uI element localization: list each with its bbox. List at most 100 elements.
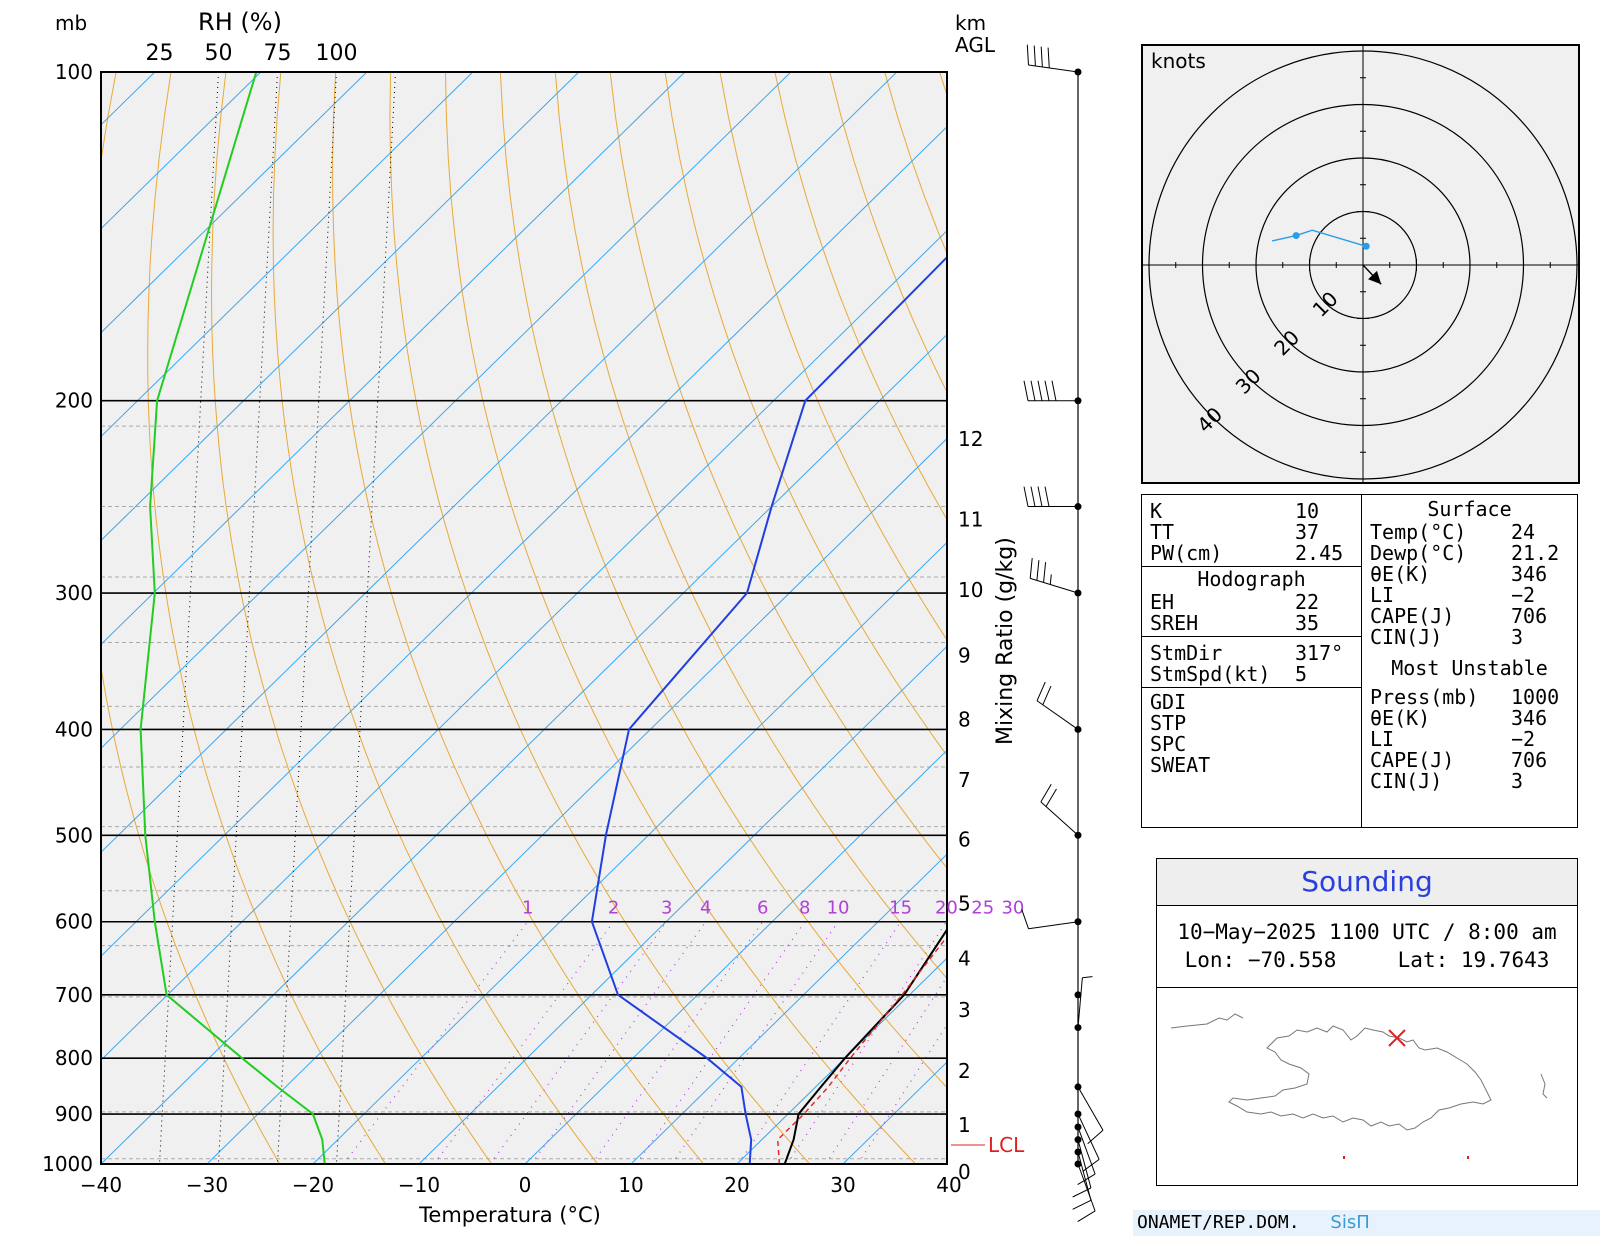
pressure-tick-label: 600 bbox=[55, 910, 93, 934]
index-row-storm: StmSpd(kt) 5 bbox=[1150, 664, 1355, 685]
index-label: Dewp(°C) bbox=[1370, 541, 1467, 565]
temperature-tick-label: −10 bbox=[398, 1173, 440, 1197]
indices-panel: K 10 TT 37 PW(cm) 2.45 Hodograph EH 22 SREH 35 S… bbox=[1141, 494, 1578, 828]
wind-barb bbox=[1026, 44, 1079, 73]
surface-header: Surface bbox=[1427, 497, 1512, 521]
hodograph-frame bbox=[1141, 44, 1580, 484]
index-row-surface: LI −2 bbox=[1370, 585, 1571, 606]
height-tick-label: 11 bbox=[958, 508, 983, 532]
isotherm bbox=[101, 72, 898, 853]
storm-motion-arrow-icon bbox=[1368, 270, 1382, 285]
index-row-mu: CAPE(J) 706 bbox=[1370, 750, 1571, 771]
mixing-ratio-label: 20 bbox=[935, 898, 958, 919]
pressure-tick-label: 300 bbox=[55, 581, 93, 605]
isotherm bbox=[101, 333, 947, 1164]
dry-adiabat bbox=[719, 72, 947, 641]
mixing-ratio-label: 30 bbox=[1001, 898, 1024, 919]
height-tick-label: 10 bbox=[958, 578, 983, 602]
height-tick-label: 5 bbox=[958, 892, 971, 916]
height-tick-label: 3 bbox=[958, 998, 971, 1022]
temperature-tick-label: 40 bbox=[936, 1173, 961, 1197]
wind-barb-flag bbox=[1040, 784, 1052, 803]
temperature-tick-label: 20 bbox=[724, 1173, 749, 1197]
index-row-mu: LI −2 bbox=[1370, 729, 1571, 750]
wind-barb-flag bbox=[1047, 47, 1050, 68]
wind-barb-flag bbox=[1021, 909, 1029, 929]
index-label: TT bbox=[1150, 520, 1175, 544]
index-value: 24 bbox=[1511, 520, 1536, 544]
isotherm bbox=[101, 72, 686, 646]
wind-barb-staff bbox=[1040, 801, 1079, 836]
index-label: SPC bbox=[1150, 732, 1187, 756]
height-axis-unit-agl: AGL bbox=[955, 33, 996, 57]
index-label: StmDir bbox=[1150, 641, 1223, 665]
location-map bbox=[1157, 987, 1577, 1159]
mixing-ratio-line bbox=[635, 921, 806, 1164]
dry-adiabat bbox=[774, 72, 947, 521]
series-rh bbox=[139, 72, 326, 1164]
wind-barb bbox=[1077, 1113, 1100, 1172]
rh-tick-label: 75 bbox=[264, 41, 292, 66]
wind-barb-flag bbox=[1044, 380, 1050, 401]
mixing-ratio-label: 3 bbox=[661, 898, 672, 919]
index-row-other: GDI bbox=[1150, 692, 1355, 713]
wind-barb-flag bbox=[1030, 486, 1036, 507]
mixing-ratio-label: 6 bbox=[757, 898, 768, 919]
wind-barb-flag bbox=[1023, 486, 1029, 507]
series-dewpoint bbox=[590, 255, 947, 1164]
index-row-left: K 10 bbox=[1150, 501, 1355, 522]
wind-barb-staff bbox=[1036, 700, 1079, 730]
dry-adiabat bbox=[210, 72, 493, 1164]
dry-adiabat bbox=[445, 72, 916, 1164]
index-label: LI bbox=[1370, 727, 1395, 751]
temperature-tick-label: −30 bbox=[186, 1173, 228, 1197]
sounding-lon: Lon: −70.558 bbox=[1184, 948, 1337, 972]
temperature-tick-label: −20 bbox=[292, 1173, 334, 1197]
dry-adiabat bbox=[1104, 72, 1130, 1164]
sounding-date: 10−May−2025 1100 UTC / 8:00 am bbox=[1177, 920, 1557, 944]
series-temperature bbox=[783, 927, 947, 1164]
pressure-tick-label: 200 bbox=[55, 389, 93, 413]
pressure-tick-label: 400 bbox=[55, 717, 93, 741]
index-label: θE(K) bbox=[1370, 562, 1431, 586]
isotherm bbox=[101, 72, 792, 750]
isotherm bbox=[101, 72, 368, 334]
sounding-title: Sounding bbox=[1157, 859, 1577, 906]
pressure-axis-label: mb bbox=[55, 11, 87, 35]
isotherm bbox=[949, 72, 1130, 1164]
index-label: LI bbox=[1370, 583, 1395, 607]
isotherm bbox=[736, 957, 947, 1164]
plot-background bbox=[101, 72, 947, 1164]
index-value: −2 bbox=[1511, 583, 1536, 607]
footer-org: ONAMET/REP.DOM. bbox=[1137, 1212, 1300, 1233]
hodograph-point bbox=[1362, 242, 1370, 250]
mixing-ratio-line bbox=[489, 921, 668, 1164]
mixing-ratio-label: 8 bbox=[799, 898, 810, 919]
index-label: SWEAT bbox=[1150, 753, 1211, 777]
height-tick-label: 8 bbox=[958, 707, 971, 731]
hodograph-units: knots bbox=[1151, 49, 1206, 73]
index-row-surface: CIN(J) 3 bbox=[1370, 627, 1571, 648]
wind-barb bbox=[1077, 1163, 1096, 1223]
pressure-tick-label: 900 bbox=[55, 1102, 93, 1126]
height-axis-unit: km bbox=[955, 11, 986, 35]
temperature-tick-label: 0 bbox=[519, 1173, 532, 1197]
mixing-ratio-label: 1 bbox=[522, 898, 533, 919]
index-value: 3 bbox=[1511, 769, 1524, 793]
isotherm bbox=[206, 437, 947, 1164]
index-value: 22 bbox=[1295, 590, 1320, 614]
index-value: 3 bbox=[1511, 625, 1524, 649]
wind-barb-flag bbox=[1045, 788, 1057, 807]
temperature-tick-label: 10 bbox=[618, 1173, 643, 1197]
wind-barb-flag bbox=[1026, 44, 1029, 66]
wind-barb-half-flag bbox=[1049, 574, 1052, 585]
index-value bbox=[1295, 755, 1355, 776]
index-value bbox=[1295, 734, 1355, 755]
index-value: 10 bbox=[1295, 499, 1320, 523]
index-label: SREH bbox=[1150, 611, 1199, 635]
isotherm bbox=[101, 72, 580, 542]
index-value bbox=[1295, 692, 1355, 713]
index-value: 346 bbox=[1511, 562, 1548, 586]
plot-area bbox=[101, 72, 1130, 1164]
wind-barb-flag bbox=[1029, 558, 1033, 579]
